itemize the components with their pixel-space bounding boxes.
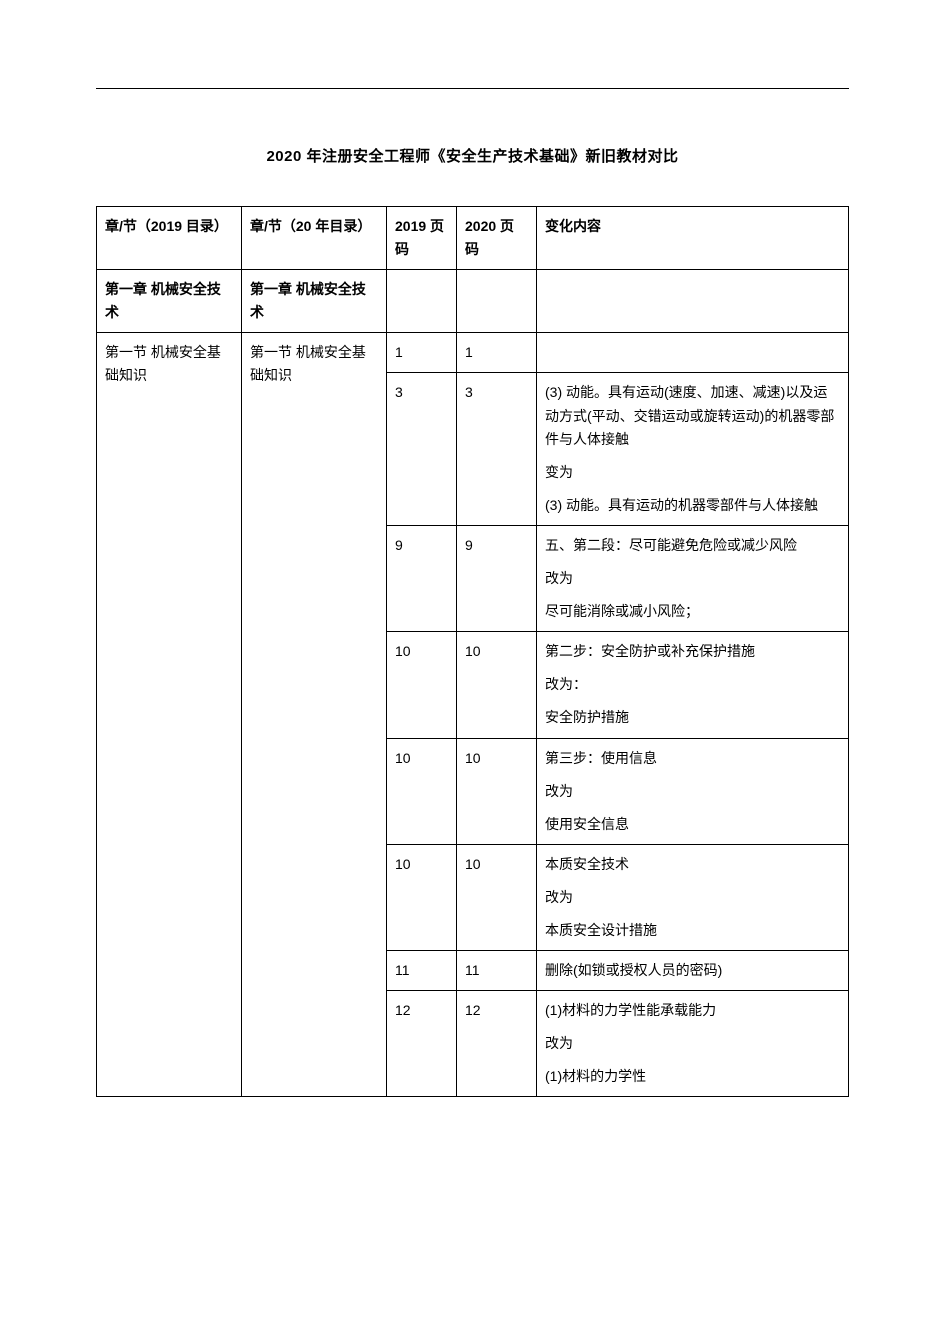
chapter-change (537, 270, 849, 333)
cell-p2019: 1 (387, 333, 457, 373)
cell-change: 删除(如锁或授权人员的密码) (537, 951, 849, 991)
cell-p2019: 10 (387, 844, 457, 950)
cell-p2019: 3 (387, 373, 457, 525)
change-para: 使用安全信息 (545, 813, 840, 836)
cell-p2020: 12 (457, 991, 537, 1097)
cell-change: (1)材料的力学性能承载能力 改为 (1)材料的力学性 (537, 991, 849, 1097)
cell-change (537, 333, 849, 373)
change-para: 改为 (545, 567, 840, 590)
header-col3: 2019 页码 (387, 207, 457, 270)
table-header-row: 章/节（2019 目录） 章/节（20 年目录） 2019 页码 2020 页码… (97, 207, 849, 270)
page-content: 2020 年注册安全工程师《安全生产技术基础》新旧教材对比 章/节（2019 目… (0, 0, 945, 1157)
change-para: 本质安全设计措施 (545, 919, 840, 942)
change-para: (1)材料的力学性 (545, 1065, 840, 1088)
top-rule (96, 88, 849, 89)
change-para: 变为 (545, 461, 840, 484)
cell-p2020: 10 (457, 632, 537, 738)
change-para: 改为 (545, 780, 840, 803)
cell-p2019: 9 (387, 525, 457, 631)
header-col1: 章/节（2019 目录） (97, 207, 242, 270)
chapter-p2019 (387, 270, 457, 333)
change-para: 第三步：使用信息 (545, 747, 840, 770)
chapter-2020: 第一章 机械安全技术 (242, 270, 387, 333)
cell-p2019: 11 (387, 951, 457, 991)
chapter-row: 第一章 机械安全技术 第一章 机械安全技术 (97, 270, 849, 333)
cell-p2020: 11 (457, 951, 537, 991)
chapter-p2020 (457, 270, 537, 333)
change-para: (3) 动能。具有运动的机器零部件与人体接触 (545, 494, 840, 517)
cell-change: 本质安全技术 改为 本质安全设计措施 (537, 844, 849, 950)
cell-p2020: 1 (457, 333, 537, 373)
cell-p2020: 3 (457, 373, 537, 525)
change-para: 改为 (545, 886, 840, 909)
change-para: 第二步：安全防护或补充保护措施 (545, 640, 840, 663)
cell-p2020: 10 (457, 738, 537, 844)
cell-p2019: 12 (387, 991, 457, 1097)
change-para: 改为： (545, 673, 840, 696)
cell-p2019: 10 (387, 632, 457, 738)
change-para: 尽可能消除或减小风险； (545, 600, 840, 623)
cell-change: 第二步：安全防护或补充保护措施 改为： 安全防护措施 (537, 632, 849, 738)
change-para: 五、第二段：尽可能避免危险或减少风险 (545, 534, 840, 557)
comparison-table: 章/节（2019 目录） 章/节（20 年目录） 2019 页码 2020 页码… (96, 206, 849, 1097)
section-2020: 第一节 机械安全基础知识 (242, 333, 387, 1097)
section-2019: 第一节 机械安全基础知识 (97, 333, 242, 1097)
change-para: 本质安全技术 (545, 853, 840, 876)
cell-p2020: 10 (457, 844, 537, 950)
change-para: 安全防护措施 (545, 706, 840, 729)
chapter-2019: 第一章 机械安全技术 (97, 270, 242, 333)
cell-change: (3) 动能。具有运动(速度、加速、减速)以及运动方式(平动、交错运动或旋转运动… (537, 373, 849, 525)
header-col4: 2020 页码 (457, 207, 537, 270)
change-para: (3) 动能。具有运动(速度、加速、减速)以及运动方式(平动、交错运动或旋转运动… (545, 381, 840, 450)
document-title: 2020 年注册安全工程师《安全生产技术基础》新旧教材对比 (96, 145, 849, 166)
cell-change: 五、第二段：尽可能避免危险或减少风险 改为 尽可能消除或减小风险； (537, 525, 849, 631)
cell-p2019: 10 (387, 738, 457, 844)
table-row: 第一节 机械安全基础知识 第一节 机械安全基础知识 1 1 (97, 333, 849, 373)
cell-p2020: 9 (457, 525, 537, 631)
header-col5: 变化内容 (537, 207, 849, 270)
change-para: 删除(如锁或授权人员的密码) (545, 959, 840, 982)
change-para: 改为 (545, 1032, 840, 1055)
header-col2: 章/节（20 年目录） (242, 207, 387, 270)
change-para: (1)材料的力学性能承载能力 (545, 999, 840, 1022)
cell-change: 第三步：使用信息 改为 使用安全信息 (537, 738, 849, 844)
